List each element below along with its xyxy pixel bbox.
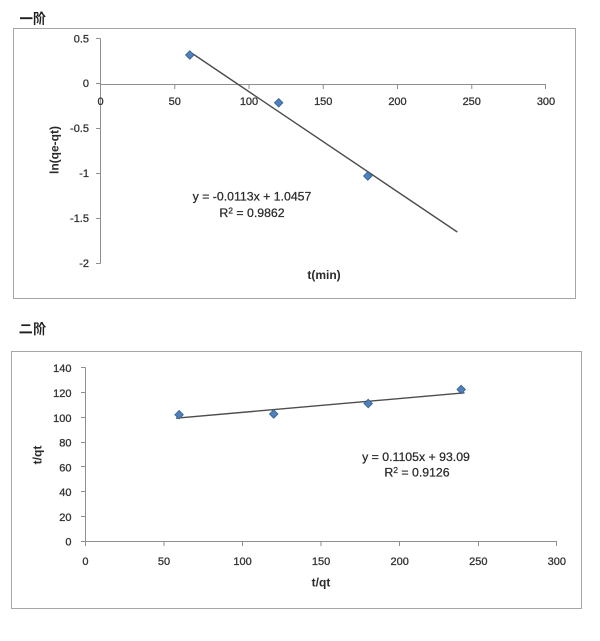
svg-text:60: 60 — [59, 462, 71, 474]
svg-text:200: 200 — [391, 556, 409, 568]
svg-text:y = 0.1105x + 93.09: y = 0.1105x + 93.09 — [362, 450, 470, 464]
svg-text:0: 0 — [82, 556, 88, 568]
svg-text:40: 40 — [59, 487, 71, 499]
svg-text:50: 50 — [158, 556, 170, 568]
svg-text:R2 = 0.9126: R2 = 0.9126 — [384, 465, 449, 479]
svg-text:80: 80 — [59, 438, 71, 450]
svg-text:50: 50 — [169, 96, 181, 108]
svg-text:100: 100 — [53, 413, 71, 425]
svg-text:-0.5: -0.5 — [70, 123, 89, 135]
svg-text:-2: -2 — [79, 258, 89, 270]
svg-text:100: 100 — [233, 556, 251, 568]
svg-text:ln(qe-qt): ln(qe-qt) — [47, 126, 61, 174]
svg-text:t(min): t(min) — [307, 268, 340, 282]
svg-text:0: 0 — [83, 78, 89, 90]
svg-text:0: 0 — [65, 537, 71, 549]
svg-text:-1.5: -1.5 — [70, 213, 89, 225]
svg-text:0: 0 — [97, 96, 103, 108]
svg-text:20: 20 — [59, 512, 71, 524]
svg-text:0.5: 0.5 — [74, 33, 89, 45]
svg-text:150: 150 — [314, 96, 332, 108]
svg-text:250: 250 — [463, 96, 481, 108]
svg-text:t/qt: t/qt — [31, 446, 45, 465]
svg-text:300: 300 — [537, 96, 555, 108]
svg-text:t/qt: t/qt — [312, 576, 331, 590]
svg-text:100: 100 — [240, 96, 258, 108]
svg-text:250: 250 — [469, 556, 487, 568]
svg-text:140: 140 — [53, 363, 71, 375]
svg-text:120: 120 — [53, 388, 71, 400]
svg-text:150: 150 — [312, 556, 330, 568]
svg-text:-1: -1 — [79, 168, 89, 180]
svg-text:200: 200 — [388, 96, 406, 108]
svg-text:R2 = 0.9862: R2 = 0.9862 — [219, 206, 284, 220]
svg-text:y = -0.0113x + 1.0457: y = -0.0113x + 1.0457 — [193, 189, 312, 203]
svg-text:300: 300 — [548, 556, 566, 568]
